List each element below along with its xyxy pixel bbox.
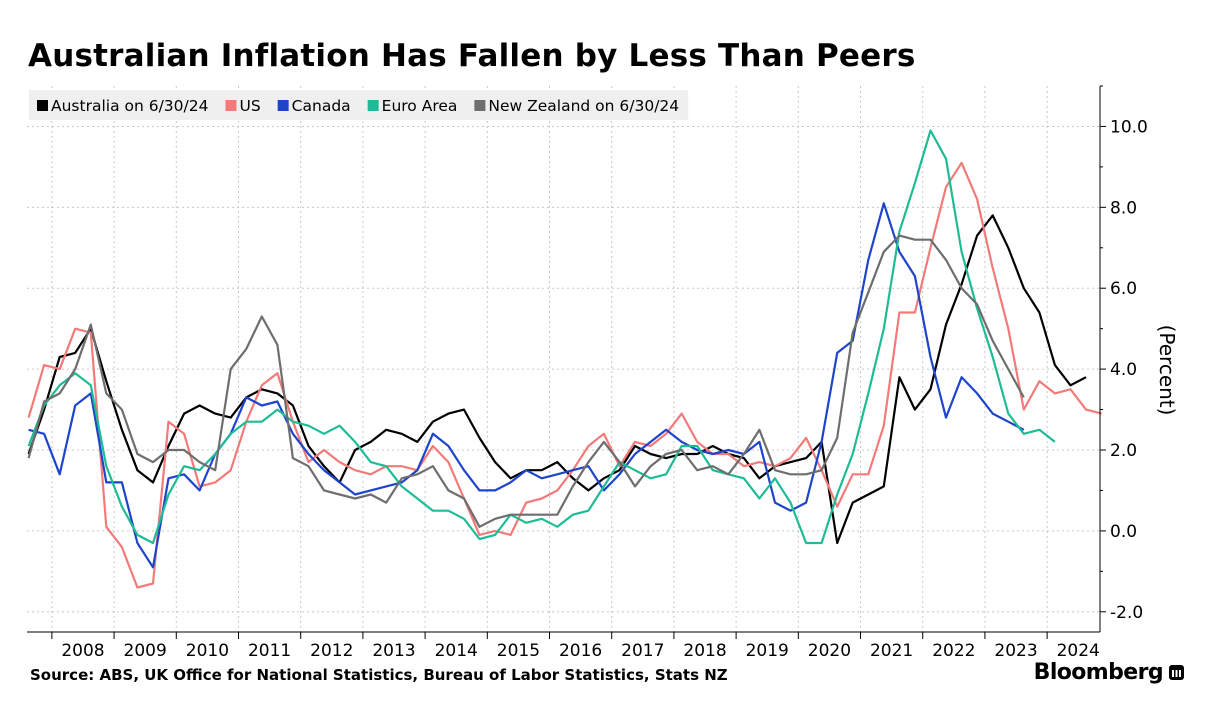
x-tick-label: 2017 [621,641,664,661]
x-tick-label: 2024 [1057,641,1100,661]
legend-label-australia-on-6-30-24: Australia on 6/30/24 [51,97,208,115]
series-line-new-zealand-on-6-30-24 [27,234,1025,528]
y-tick-label: 0.0 [1110,522,1137,542]
x-tick-label: 2020 [808,641,851,661]
legend-swatch-new-zealand-on-6-30-24 [474,100,486,111]
y-tick-label: -2.0 [1110,603,1143,623]
x-tick-label: 2021 [870,641,913,661]
series-layer [27,129,1102,589]
x-tick-label: 2022 [932,641,975,661]
x-tick-label: 2012 [310,641,353,661]
y-tick-label: 6.0 [1110,279,1137,299]
x-tick-label: 2019 [746,641,789,661]
bloomberg-terminal-icon [1169,665,1184,680]
y-tick-label: 4.0 [1110,360,1137,380]
legend: Australia on 6/30/24 US Canada Euro Area New… [29,90,689,120]
y-tick-label: 8.0 [1110,198,1137,218]
y-axis-label: (Percent) [1155,325,1179,416]
grid-layer [27,86,1100,632]
bloomberg-logo: Bloomberg [1034,660,1184,685]
x-tick-label: 2018 [683,641,726,661]
x-tick-label: 2013 [372,641,415,661]
x-tick-label: 2009 [124,641,167,661]
legend-label-new-zealand-on-6-30-24: New Zealand on 6/30/24 [488,97,679,115]
legend-swatch-us [225,100,237,111]
x-tick-label: 2008 [61,641,104,661]
series-line-us [27,161,1102,589]
series-line-australia-on-6-30-24 [27,214,1087,545]
legend-swatch-australia-on-6-30-24 [37,100,48,111]
legend-label-euro-area: Euro Area [382,97,458,115]
source-note: Source: ABS, UK Office for National Stat… [30,666,728,684]
series-line-canada [28,202,1025,569]
legend-label-us: US [239,97,260,115]
x-axis: 2008 2009 2010 2011 2012 2013 2014 2015 2016 2017… [27,631,1100,661]
x-tick-label: 2011 [248,641,291,661]
legend-background [29,90,689,120]
x-tick-label: 2010 [186,641,229,661]
x-tick-label: 2015 [497,641,540,661]
series-line-euro-area [27,129,1056,545]
chart-title: Australian Inflation Has Fallen by Less … [28,38,916,74]
brand-name: Bloomberg [1033,660,1164,685]
legend-label-canada: Canada [292,97,351,115]
legend-swatch-canada [277,100,289,111]
y-tick-label: 2.0 [1110,441,1137,461]
y-tick-label: 10.0 [1110,117,1148,137]
x-tick-label: 2016 [559,641,602,661]
legend-swatch-euro-area [367,100,379,111]
y-axis: -2.0 0.0 2.0 4.0 6.0 8.0 10.0 [1099,85,1148,632]
x-tick-label: 2023 [994,641,1037,661]
x-tick-label: 2014 [435,641,478,661]
